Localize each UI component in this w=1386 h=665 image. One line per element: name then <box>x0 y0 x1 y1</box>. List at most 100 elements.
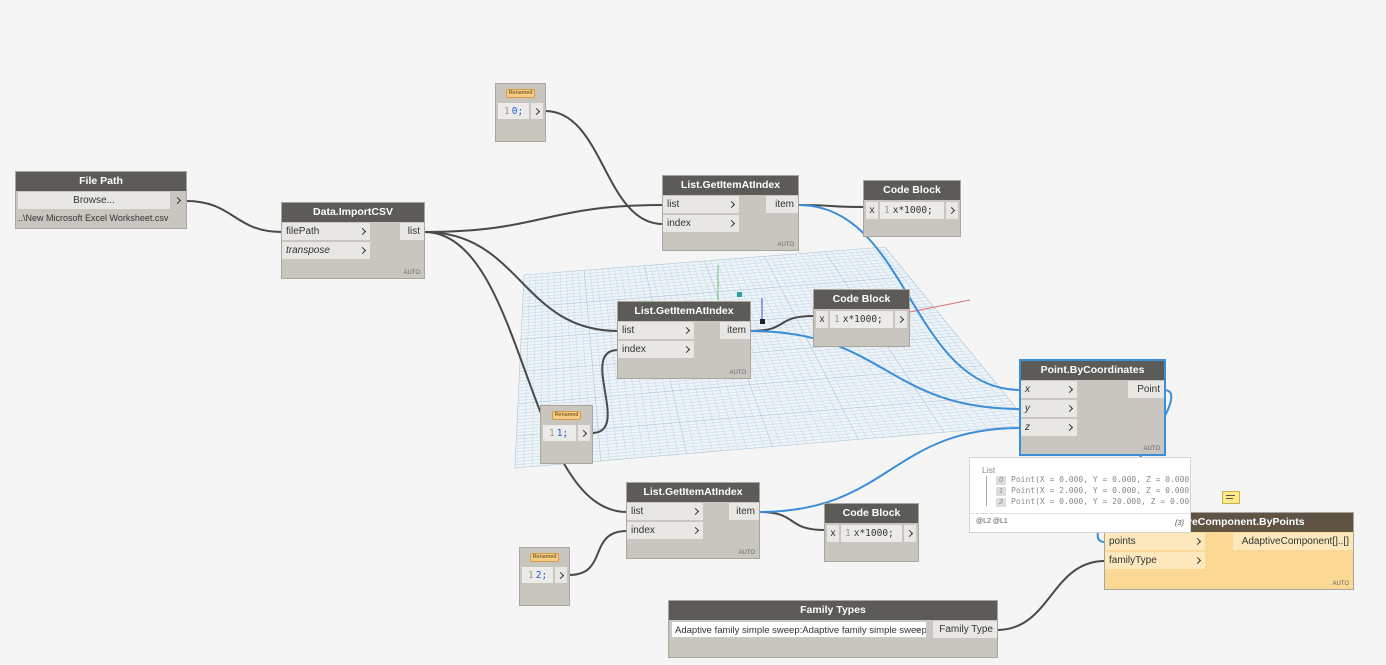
node-title: List.GetItemAtIndex <box>618 302 750 321</box>
output-port[interactable] <box>531 103 543 119</box>
node[interactable]: Data.ImportCSV filePath transpose list AUTO <box>282 203 424 278</box>
grid-line <box>515 406 1016 449</box>
browse-button[interactable]: Browse... <box>18 192 170 209</box>
code-text: 0; <box>511 106 524 117</box>
node[interactable]: List.GetItemAtIndex list index item AUTO <box>618 302 750 378</box>
output-port[interactable] <box>946 202 958 219</box>
input-port[interactable]: index <box>627 522 703 539</box>
wire <box>544 110 664 225</box>
input-port[interactable]: x <box>866 202 878 219</box>
file-path: ..\New Microsoft Excel Worksheet.csv <box>18 213 169 223</box>
wire <box>185 200 283 233</box>
node[interactable]: List.GetItemAtIndex list index item AUTO <box>663 176 798 250</box>
wire <box>423 231 619 332</box>
lacing: AUTO <box>1143 446 1160 452</box>
node[interactable]: Renamed 1 1; <box>541 406 592 463</box>
grid-line <box>515 421 1028 466</box>
node[interactable]: Point.ByCoordinates x y z Point AUTO <box>1021 361 1164 454</box>
lacing: AUTO <box>1332 581 1349 587</box>
input-port[interactable]: x <box>816 311 828 328</box>
code-editor[interactable]: 1 x*1000; <box>841 525 902 542</box>
output-port[interactable]: item <box>720 322 750 339</box>
input-port[interactable]: y <box>1021 400 1077 417</box>
code-text: x*1000; <box>853 528 894 539</box>
grid-line <box>884 246 1031 426</box>
input-port[interactable]: list <box>618 322 694 339</box>
node-title: Point.ByCoordinates <box>1021 361 1164 380</box>
port-chevron <box>947 206 956 215</box>
wire <box>423 204 664 233</box>
output-port[interactable]: item <box>729 503 759 520</box>
input-port[interactable]: index <box>618 341 694 358</box>
input-port[interactable]: filePath <box>282 223 370 240</box>
code-editor[interactable]: 1 2; <box>522 567 553 583</box>
preview-bubble: List 0 Point(X = 0.000, Y = 0.000, Z = 0.0… <box>969 457 1191 533</box>
output-port[interactable]: AdaptiveComponent[]..[] <box>1233 533 1353 550</box>
grid-line <box>515 412 1021 456</box>
node[interactable]: Renamed 1 2; <box>520 548 569 605</box>
node[interactable]: Code Block x 1 x*1000; <box>864 181 960 236</box>
item-count: {3} <box>1174 518 1184 527</box>
input-port[interactable]: transpose <box>282 242 370 259</box>
code-text: x*1000; <box>842 314 883 325</box>
input-port[interactable]: list <box>627 503 703 520</box>
node[interactable]: File Path Browse... ..\New Microsoft Excel… <box>16 172 186 228</box>
node[interactable]: Code Block x 1 x*1000; <box>814 290 909 346</box>
node[interactable]: Renamed 1 0; <box>496 84 545 141</box>
code-editor[interactable]: 1 1; <box>543 425 576 441</box>
output-port[interactable]: list <box>400 223 424 240</box>
item-text: Point(X = 2.000, Y = 0.000, Z = 0.000) <box>1011 486 1191 495</box>
item-index: 0 <box>996 476 1006 485</box>
axis-x <box>909 299 971 313</box>
gizmo <box>760 319 765 324</box>
code-editor[interactable]: 1 x*1000; <box>880 202 944 219</box>
comment-icon <box>1222 491 1240 504</box>
family-dropdown[interactable]: Adaptive family simple sweep:Adaptive fa… <box>671 621 927 638</box>
input-port[interactable]: x <box>827 525 839 542</box>
grid-line <box>848 249 979 430</box>
code-text: x*1000; <box>892 205 933 216</box>
input-port[interactable]: familyType <box>1105 552 1205 569</box>
grid-line <box>878 247 1022 426</box>
input-port[interactable]: points <box>1105 533 1205 550</box>
output-port[interactable]: Point <box>1128 381 1164 398</box>
line-number: 1 <box>528 570 534 581</box>
output-port[interactable]: Family Type <box>933 621 997 638</box>
output-port[interactable] <box>895 311 907 328</box>
node-title: File Path <box>16 172 186 191</box>
code-text: 2; <box>535 570 548 581</box>
wire <box>996 560 1106 631</box>
port-chevron <box>532 107 541 116</box>
renamed-badge: Renamed <box>505 89 536 98</box>
line-number: 1 <box>845 528 851 539</box>
port-chevron <box>905 529 914 538</box>
dropdown-arrow <box>915 626 921 632</box>
output-port[interactable] <box>904 525 916 542</box>
wire <box>797 204 1022 391</box>
line-number: 1 <box>549 428 555 439</box>
lacing: AUTO <box>403 270 420 276</box>
input-port[interactable]: list <box>663 196 739 213</box>
code-editor[interactable]: 1 x*1000; <box>830 311 893 328</box>
comment-line <box>1226 498 1233 499</box>
input-port[interactable]: x <box>1021 381 1077 398</box>
output-port[interactable] <box>555 567 567 583</box>
wire <box>758 511 826 531</box>
input-port[interactable]: index <box>663 215 739 232</box>
input-port[interactable]: z <box>1021 419 1077 436</box>
node[interactable]: List.GetItemAtIndex list index item AUTO <box>627 483 759 558</box>
renamed-badge: Renamed <box>551 411 582 420</box>
grid-line <box>516 403 1014 446</box>
grid-line <box>515 415 1023 459</box>
output-port[interactable] <box>578 425 590 441</box>
grid-line <box>516 400 1011 443</box>
output-port[interactable]: item <box>766 196 798 213</box>
node-title: Code Block <box>864 181 960 200</box>
node[interactable]: Family Types Adaptive family simple sweep… <box>669 601 997 657</box>
node[interactable]: Code Block x 1 x*1000; <box>825 504 918 561</box>
code-editor[interactable]: 1 0; <box>498 103 529 119</box>
list-levels: @L2 @L1 <box>976 518 1008 525</box>
port-chevron <box>896 315 905 324</box>
preview-tree-line <box>986 476 987 506</box>
node-title: List.GetItemAtIndex <box>663 176 798 195</box>
